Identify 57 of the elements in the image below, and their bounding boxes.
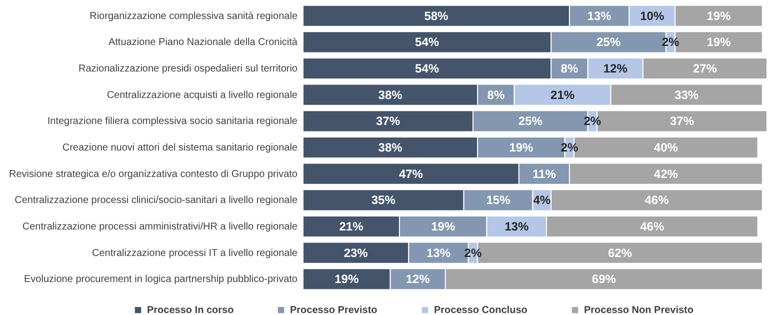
data-label: 62% (608, 246, 632, 260)
legend-label: Processo Previsto (290, 305, 378, 315)
data-label: 8% (560, 62, 578, 76)
data-label: 25% (518, 114, 543, 128)
data-label: 2% (662, 35, 680, 50)
data-label: 40% (654, 140, 678, 154)
data-label: 69% (592, 272, 616, 286)
data-label: 27% (692, 62, 718, 76)
y-tick-label: Centralizzazione processi IT a livello regionale (92, 248, 298, 259)
data-label: 12% (406, 272, 430, 286)
data-label: 13% (504, 219, 529, 234)
y-tick-label: Centralizzazione processi amministrativi/HR a livello regionale (22, 221, 298, 232)
y-tick-label: Evoluzione procurement in logica partnership pubblico-privato (24, 274, 298, 286)
data-label: 33% (674, 88, 699, 102)
data-label: 35% (371, 193, 396, 208)
legend-label: Processo Concluso (434, 305, 528, 315)
data-label: 38% (378, 140, 403, 154)
data-label: 2% (584, 114, 602, 128)
data-label: 42% (654, 166, 678, 181)
data-label: 23% (344, 246, 368, 260)
data-label: 37% (376, 114, 400, 128)
data-label: 38% (378, 88, 403, 102)
data-label: 19% (334, 272, 359, 286)
legend-label: Processo Non Previsto (584, 305, 694, 315)
data-label: 19% (431, 219, 456, 234)
y-tick-label: Creazione nuovi attori del sistema sanitario regionale (62, 142, 298, 154)
y-tick-label: Razionalizzazione presidi ospedalieri sul territorio (78, 64, 298, 75)
data-label: 11% (532, 166, 556, 181)
data-label: 21% (550, 88, 575, 102)
data-label: 10% (640, 8, 664, 23)
data-label: 54% (415, 62, 440, 76)
y-tick-label: Riorganizzazione complessiva sanità regionale (90, 10, 298, 22)
data-label: 13% (426, 246, 451, 260)
data-label: 19% (509, 140, 534, 154)
data-label: 13% (587, 8, 612, 23)
data-label: 46% (644, 193, 670, 208)
data-label: 19% (706, 8, 732, 23)
data-label: 54% (415, 35, 440, 50)
data-label: 4% (533, 193, 551, 208)
y-tick-label: Integrazione filiera complessiva socio sanitaria regionale (47, 116, 298, 128)
data-label: 19% (706, 35, 732, 50)
data-label: 46% (640, 219, 664, 234)
y-tick-label: Centralizzazione acquisti a livello regionale (106, 90, 298, 101)
data-label: 37% (670, 114, 694, 128)
data-label: 8% (487, 88, 505, 102)
legend-label: Processo In corso (147, 305, 234, 315)
data-label: 25% (596, 35, 621, 50)
y-tick-label: Centralizzazione processi clinici/socio-sanitari a livello regionale (14, 195, 298, 206)
data-label: 47% (398, 166, 424, 181)
data-label: 12% (603, 62, 628, 76)
data-label: 58% (424, 8, 449, 23)
data-label: 2% (560, 140, 578, 154)
y-tick-label: Attuazione Piano Nazionale della Cronicità (108, 37, 298, 48)
data-label: 21% (339, 219, 364, 234)
y-tick-label: Revisione strategica e/o organizzativa contesto di Gruppo privato (9, 168, 298, 180)
data-label: 2% (464, 246, 482, 260)
data-label: 15% (486, 193, 511, 208)
